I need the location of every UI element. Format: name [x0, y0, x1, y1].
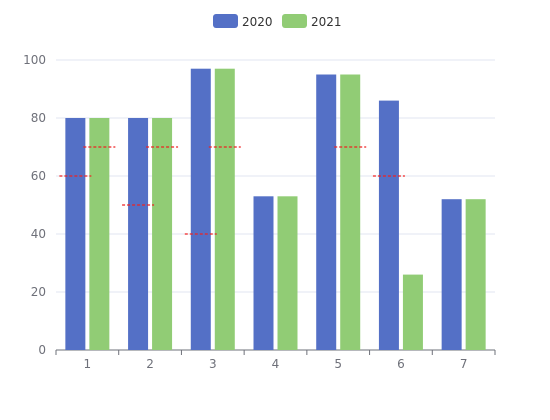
bar-2021-6 — [402, 274, 423, 350]
y-tick-label: 100 — [23, 53, 46, 67]
legend-item-2021[interactable]: 2021 — [282, 14, 342, 29]
x-tick-label: 5 — [334, 357, 342, 371]
bar-2021-4 — [277, 196, 298, 350]
legend-label: 2020 — [242, 15, 273, 29]
legend-swatch — [213, 14, 238, 28]
bar-2020-2 — [128, 118, 149, 350]
y-tick-label: 20 — [31, 285, 46, 299]
x-tick-label: 4 — [272, 357, 280, 371]
legend-swatch — [282, 14, 307, 28]
y-tick-label: 0 — [38, 343, 46, 357]
bar-2020-1 — [65, 118, 86, 350]
legend-label: 2021 — [311, 15, 342, 29]
bar-2020-4 — [253, 196, 274, 350]
y-tick-label: 60 — [31, 169, 46, 183]
x-tick-label: 2 — [146, 357, 154, 371]
x-tick-label: 7 — [460, 357, 468, 371]
y-tick-label: 80 — [31, 111, 46, 125]
x-tick-label: 1 — [84, 357, 92, 371]
bar-2020-3 — [190, 68, 211, 350]
bar-2021-3 — [214, 68, 235, 350]
bar-2020-6 — [378, 100, 399, 350]
y-tick-label: 40 — [31, 227, 46, 241]
x-tick-label: 6 — [397, 357, 405, 371]
bar-2020-7 — [441, 199, 462, 350]
legend-item-2020[interactable]: 2020 — [213, 14, 273, 29]
bar-2021-2 — [152, 118, 173, 350]
bar-2021-1 — [89, 118, 110, 350]
x-tick-label: 3 — [209, 357, 217, 371]
bar-2021-7 — [465, 199, 486, 350]
bar-2021-5 — [340, 74, 361, 350]
bar-2020-5 — [316, 74, 337, 350]
